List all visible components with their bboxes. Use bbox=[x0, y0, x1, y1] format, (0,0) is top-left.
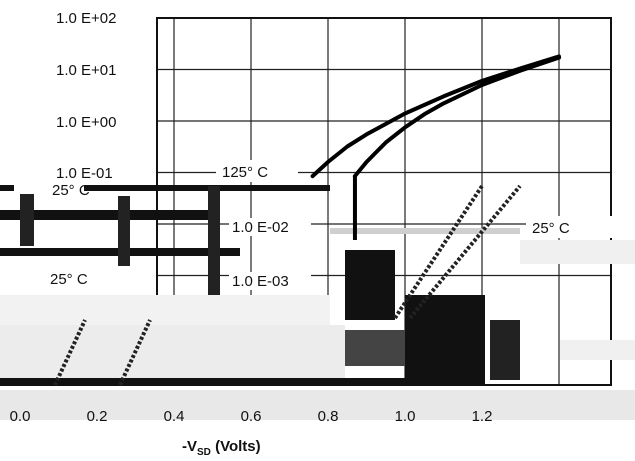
y-tick-label: 1.0 E-02 bbox=[232, 219, 289, 236]
scan-artifact bbox=[560, 340, 635, 360]
x-tick-label: 1.2 bbox=[472, 408, 493, 425]
scan-artifact bbox=[53, 319, 87, 386]
series-line-25c bbox=[352, 55, 561, 179]
scan-artifact bbox=[0, 378, 480, 386]
x-axis-label-unit: (Volts) bbox=[211, 438, 261, 455]
x-tick-labels: 0.0 0.2 0.4 0.6 0.8 1.0 1.2 bbox=[10, 408, 493, 425]
y-tick-label: 1.0 E-03 bbox=[232, 273, 289, 290]
annotation-125c: 125° C bbox=[222, 164, 268, 181]
x-tick-label: 0.4 bbox=[164, 408, 185, 425]
scan-artifact bbox=[408, 184, 522, 320]
scan-artifact bbox=[520, 240, 635, 264]
scan-artifact bbox=[330, 228, 520, 234]
scan-artifact bbox=[118, 319, 152, 386]
scan-artifact bbox=[490, 320, 520, 380]
x-tick-label: 0.2 bbox=[87, 408, 108, 425]
scan-artifact bbox=[0, 185, 330, 191]
annotation-25c: 25° C bbox=[532, 220, 570, 237]
scan-artifact bbox=[393, 184, 484, 320]
scan-artifacts bbox=[0, 184, 635, 420]
annotation-25c: 25° C bbox=[50, 271, 88, 288]
scan-artifact bbox=[0, 325, 345, 385]
series-lines bbox=[310, 54, 561, 240]
scan-artifact bbox=[0, 295, 330, 325]
scan-artifact bbox=[0, 210, 210, 220]
y-tick-label: 1.0 E+00 bbox=[56, 114, 116, 131]
y-tick-labels: 1.0 E+02 1.0 E+01 1.0 E+00 1.0 E-01 1.0 … bbox=[53, 9, 311, 290]
scan-artifact bbox=[118, 196, 130, 266]
y-tick-label: 1.0 E-01 bbox=[56, 165, 113, 182]
annotation-25c: 25° C bbox=[52, 182, 90, 199]
x-tick-label: 0.0 bbox=[10, 408, 31, 425]
x-axis-label-main: -V bbox=[182, 438, 197, 455]
scan-artifact bbox=[345, 330, 405, 366]
x-axis-label: -VSD (Volts) bbox=[182, 438, 261, 458]
scan-artifact bbox=[208, 186, 220, 296]
x-tick-label: 0.8 bbox=[318, 408, 339, 425]
series-line-125c bbox=[310, 54, 561, 179]
y-tick-label: 1.0 E+01 bbox=[56, 62, 116, 79]
x-axis-label-subscript: SD bbox=[197, 447, 211, 458]
scan-artifact bbox=[0, 390, 635, 420]
scan-artifact bbox=[20, 186, 34, 246]
x-tick-label: 0.6 bbox=[241, 408, 262, 425]
y-tick-label: 1.0 E+02 bbox=[56, 10, 116, 27]
x-tick-label: 1.0 bbox=[395, 408, 416, 425]
scan-artifact bbox=[345, 250, 395, 320]
